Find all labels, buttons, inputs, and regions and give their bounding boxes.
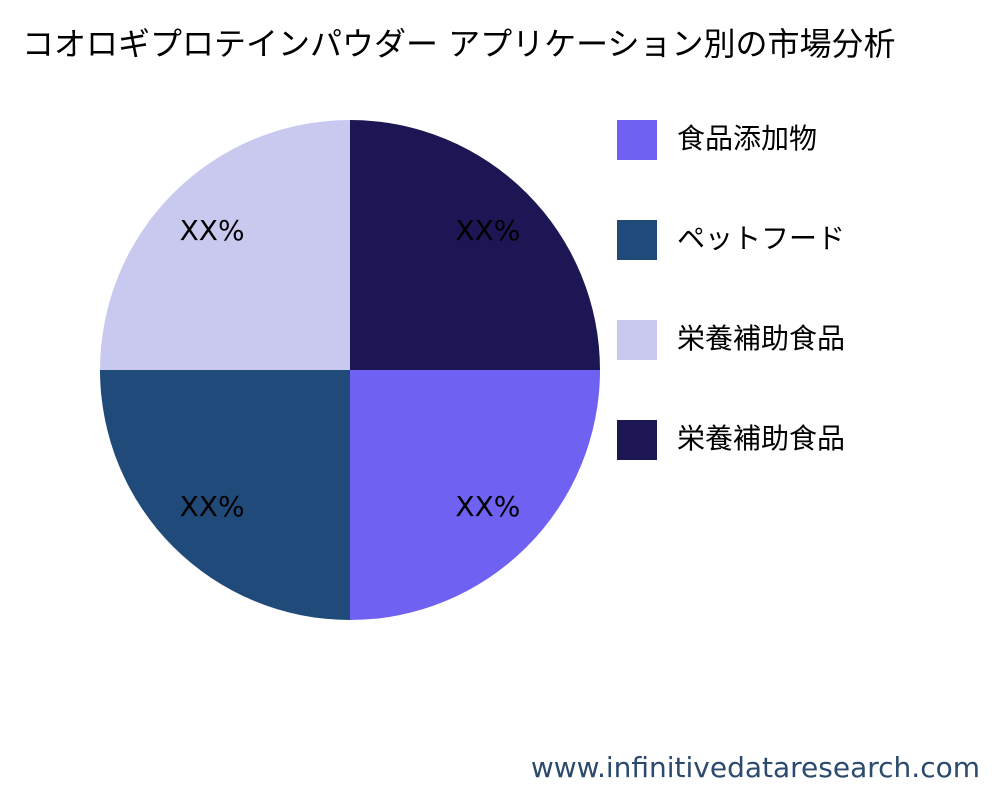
watermark: www.infinitivedataresearch.com xyxy=(531,751,980,784)
legend-swatch xyxy=(617,220,657,260)
legend-label: 栄養補助食品 xyxy=(677,322,845,355)
legend-label: 食品添加物 xyxy=(677,122,817,155)
data-label: XX% xyxy=(180,214,245,247)
legend-swatch xyxy=(617,320,657,360)
legend-swatch xyxy=(617,420,657,460)
legend-swatch xyxy=(617,120,657,160)
pie-slice xyxy=(100,370,350,620)
data-label: XX% xyxy=(455,214,520,247)
legend-label: ペットフード xyxy=(677,222,845,255)
pie-slice xyxy=(350,370,600,620)
chart-title: コオロギプロテインパウダー アプリケーション別の市場分析 xyxy=(22,25,896,63)
data-label: XX% xyxy=(455,490,520,523)
pie-slice xyxy=(350,120,600,370)
data-label: XX% xyxy=(180,490,245,523)
pie-slice xyxy=(100,120,350,370)
legend-label: 栄養補助食品 xyxy=(677,422,845,455)
